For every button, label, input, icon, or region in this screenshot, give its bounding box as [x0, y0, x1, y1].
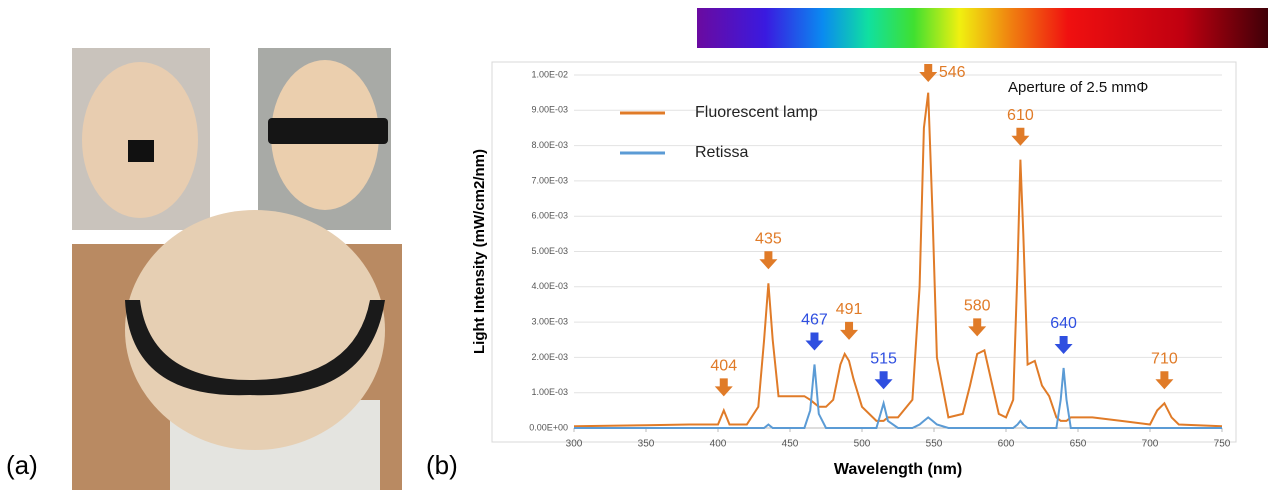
annotation-arrow	[759, 251, 778, 270]
x-tick-label: 700	[1142, 439, 1159, 450]
x-tick-label: 350	[638, 439, 655, 450]
annotation-arrow	[968, 318, 987, 337]
y-tick-label: 7.00E-03	[531, 175, 568, 185]
annotation-label: 467	[801, 312, 828, 329]
x-tick-label: 550	[926, 439, 943, 450]
y-tick-label: 4.00E-03	[531, 281, 568, 291]
annotation-label: 710	[1151, 351, 1178, 368]
y-tick-label: 8.00E-03	[531, 140, 568, 150]
annotation-label: 515	[870, 351, 897, 368]
x-axis-title: Wavelength (nm)	[834, 461, 962, 478]
glasses-strap	[125, 300, 385, 396]
head-back	[125, 210, 385, 450]
annotation-arrow	[840, 321, 859, 340]
annotation-label: 491	[836, 301, 863, 318]
annotation-label: 435	[755, 230, 782, 247]
y-tick-label: 1.00E-03	[531, 387, 568, 397]
x-tick-label: 300	[566, 439, 583, 450]
annotation-arrow	[714, 378, 733, 397]
y-tick-label: 9.00E-03	[531, 105, 568, 115]
x-tick-label: 450	[782, 439, 799, 450]
y-tick-label: 6.00E-03	[531, 211, 568, 221]
panel-label: (a)	[6, 450, 38, 480]
legend-label: Fluorescent lamp	[695, 104, 818, 121]
y-tick-label: 2.00E-03	[531, 352, 568, 362]
annotation-label: 404	[710, 358, 737, 375]
annotation-label: 580	[964, 298, 991, 315]
series-line	[573, 92, 1223, 428]
x-tick-label: 400	[710, 439, 727, 450]
device	[128, 140, 154, 162]
y-tick-label: 1.00E-02	[531, 69, 568, 79]
y-axis-title: Light Intensity (mW/cm2/nm)	[471, 149, 488, 354]
annotation-arrow	[1011, 127, 1030, 146]
panel-label: (b)	[426, 450, 458, 480]
y-tick-label: 5.00E-03	[531, 246, 568, 256]
photos	[72, 48, 402, 490]
annotation-label: 546	[939, 64, 966, 81]
annotation-arrow	[874, 371, 893, 390]
annotation-arrow	[919, 64, 938, 82]
x-tick-label: 650	[1070, 439, 1087, 450]
glasses	[268, 118, 388, 144]
y-tick-label: 0.00E+00	[529, 422, 568, 432]
series-line	[574, 364, 1222, 429]
annotation-label: 640	[1050, 315, 1077, 332]
y-tick-label: 3.00E-03	[531, 316, 568, 326]
x-tick-label: 600	[998, 439, 1015, 450]
x-tick-label: 500	[854, 439, 871, 450]
legend-label: Retissa	[695, 144, 748, 161]
annotation-arrow	[805, 332, 824, 351]
annotation-arrow	[1155, 371, 1174, 390]
annotation-label: 610	[1007, 107, 1034, 124]
aperture-note: Aperture of 2.5 mmΦ	[1008, 79, 1148, 96]
x-tick-label: 750	[1214, 439, 1231, 450]
spectrum-bar	[697, 8, 1268, 48]
annotation-arrow	[1054, 335, 1073, 354]
plot-frame	[491, 61, 1237, 443]
